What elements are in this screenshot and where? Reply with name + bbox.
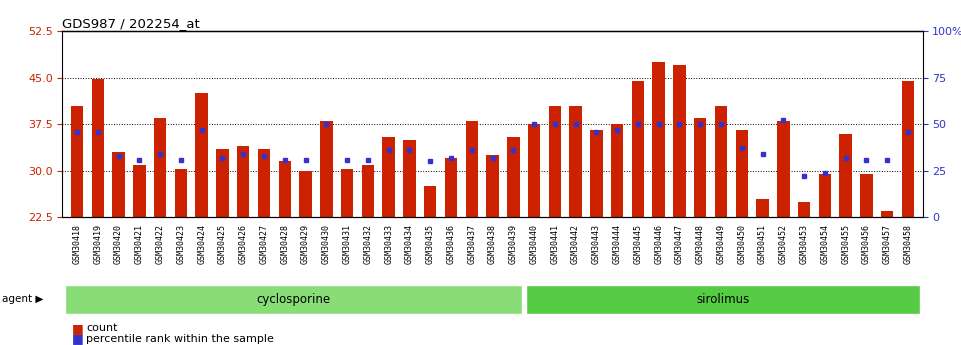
Bar	[175, 169, 187, 217]
Bar	[590, 130, 603, 217]
Bar	[653, 62, 665, 217]
Text: agent ▶: agent ▶	[2, 295, 43, 304]
Bar	[777, 121, 790, 217]
Bar	[526, 285, 921, 314]
Bar	[549, 106, 561, 217]
Bar	[361, 165, 374, 217]
Bar	[237, 146, 250, 217]
Bar	[216, 149, 229, 217]
Bar	[404, 140, 416, 217]
Bar	[91, 79, 104, 217]
Bar	[64, 285, 522, 314]
Bar	[631, 81, 644, 217]
Bar	[465, 121, 478, 217]
Bar	[154, 118, 166, 217]
Bar	[134, 165, 145, 217]
Text: sirolimus: sirolimus	[697, 293, 750, 306]
Bar	[860, 174, 873, 217]
Text: ■: ■	[72, 322, 84, 335]
Bar	[382, 137, 395, 217]
Bar	[320, 121, 333, 217]
Bar	[694, 118, 706, 217]
Bar	[486, 155, 499, 217]
Bar	[528, 124, 540, 217]
Bar	[901, 81, 914, 217]
Bar	[258, 149, 270, 217]
Bar	[299, 171, 311, 217]
Text: cyclosporine: cyclosporine	[257, 293, 331, 306]
Bar	[71, 106, 84, 217]
Bar	[112, 152, 125, 217]
Bar	[840, 134, 851, 217]
Text: GDS987 / 202254_at: GDS987 / 202254_at	[62, 17, 200, 30]
Bar	[756, 199, 769, 217]
Text: percentile rank within the sample: percentile rank within the sample	[86, 334, 274, 344]
Text: ■: ■	[72, 332, 84, 345]
Bar	[735, 130, 748, 217]
Bar	[424, 186, 436, 217]
Bar	[611, 124, 624, 217]
Bar	[195, 93, 208, 217]
Bar	[674, 65, 686, 217]
Bar	[445, 158, 457, 217]
Bar	[279, 161, 291, 217]
Bar	[569, 106, 581, 217]
Bar	[819, 174, 831, 217]
Bar	[881, 211, 894, 217]
Bar	[798, 202, 810, 217]
Text: count: count	[86, 324, 118, 333]
Bar	[507, 137, 520, 217]
Bar	[715, 106, 727, 217]
Bar	[341, 169, 354, 217]
